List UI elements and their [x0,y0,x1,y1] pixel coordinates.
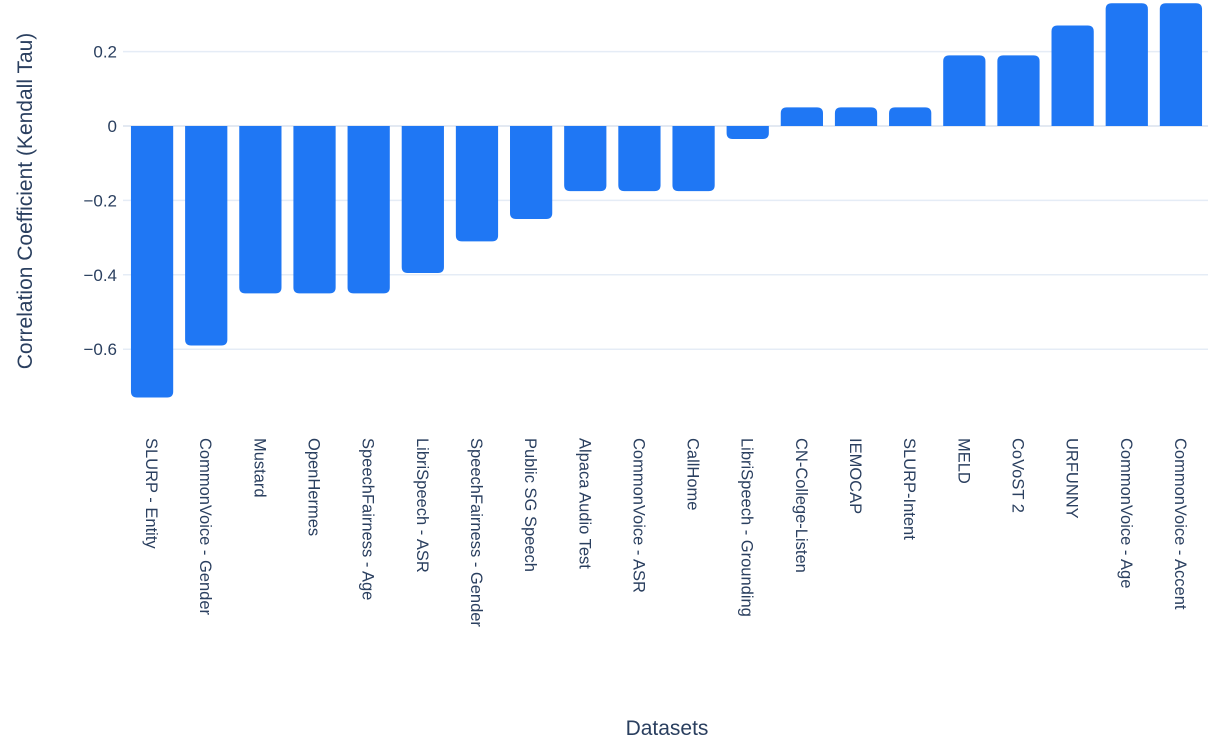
bar [510,126,553,219]
bar [1159,3,1203,127]
bar [1105,3,1148,127]
x-tick-label: SLURP-Intent [900,438,918,540]
bar [780,107,823,126]
bar [293,126,336,294]
bar [834,107,878,126]
x-tick-label: MELD [954,438,972,484]
x-tick-label: CommonVoice - Age [1117,438,1135,588]
bar [943,55,986,126]
y-tick-label: −0.4 [83,266,117,285]
bar [1051,25,1094,127]
x-tick-label: CommonVoice - Accent [1171,438,1189,610]
x-tick-label: LibriSpeech - ASR [413,438,431,573]
bar [401,126,444,273]
bar [672,126,715,192]
y-tick-label: −0.6 [83,340,117,359]
bar [726,126,769,140]
bar [239,126,282,294]
y-tick-label: 0 [108,117,117,136]
bar [347,126,390,294]
x-tick-label: Mustard [250,438,268,498]
x-tick-label: CoVoST 2 [1008,438,1026,513]
x-tick-label: CallHome [684,438,702,510]
bar [564,126,607,192]
bar [997,55,1040,126]
x-tick-label: OpenHermes [305,438,323,536]
bars [130,3,1203,398]
x-tick-label: SpeechFairness - Age [359,438,377,600]
x-tick-label: Public SG Speech [521,438,539,572]
bar [455,126,499,242]
x-tick-label: CommonVoice - ASR [629,438,647,593]
gridlines [123,50,1208,350]
x-tick-label: CommonVoice - Gender [196,438,214,616]
bar [889,107,932,126]
bar [185,126,228,346]
x-axis-title: Datasets [626,717,709,740]
bar [130,126,174,398]
x-tick-label: URFUNNY [1063,438,1081,519]
x-tick-labels: SLURP - Entity CommonVoice - Gender Mustar… [142,438,1189,627]
x-tick-label: LibriSpeech - Grounding [738,438,756,617]
x-tick-label: SLURP - Entity [142,438,160,549]
y-tick-label: −0.2 [83,191,117,210]
x-tick-label: Alpaca Audio Test [575,438,593,569]
y-tick-labels: 0.2 0 −0.2 −0.4 −0.6 [83,43,117,360]
x-tick-label: IEMOCAP [846,438,864,514]
bar [618,126,661,192]
y-axis-title: Correlation Coefficient (Kendall Tau) [14,33,37,370]
y-tick-label: 0.2 [93,43,117,62]
x-tick-label: CN-College-Listen [792,438,810,573]
x-tick-label: SpeechFairness - Gender [467,438,485,627]
